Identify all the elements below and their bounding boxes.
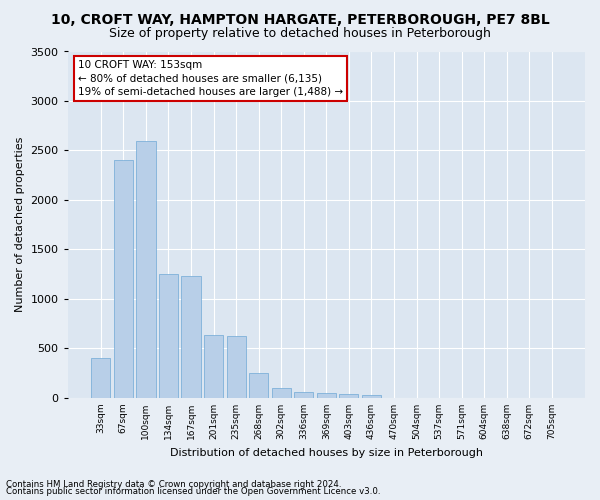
Bar bbox=[204, 334, 223, 398]
Bar bbox=[181, 276, 200, 398]
Bar bbox=[136, 140, 155, 398]
X-axis label: Distribution of detached houses by size in Peterborough: Distribution of detached houses by size … bbox=[170, 448, 483, 458]
Text: Size of property relative to detached houses in Peterborough: Size of property relative to detached ho… bbox=[109, 28, 491, 40]
Text: 10 CROFT WAY: 153sqm
← 80% of detached houses are smaller (6,135)
19% of semi-de: 10 CROFT WAY: 153sqm ← 80% of detached h… bbox=[78, 60, 343, 96]
Bar bbox=[227, 336, 246, 398]
Bar bbox=[159, 274, 178, 398]
Text: Contains public sector information licensed under the Open Government Licence v3: Contains public sector information licen… bbox=[6, 487, 380, 496]
Bar bbox=[272, 388, 291, 398]
Bar bbox=[317, 393, 336, 398]
Y-axis label: Number of detached properties: Number of detached properties bbox=[15, 137, 25, 312]
Bar bbox=[114, 160, 133, 398]
Text: Contains HM Land Registry data © Crown copyright and database right 2024.: Contains HM Land Registry data © Crown c… bbox=[6, 480, 341, 489]
Bar bbox=[294, 392, 313, 398]
Text: 10, CROFT WAY, HAMPTON HARGATE, PETERBOROUGH, PE7 8BL: 10, CROFT WAY, HAMPTON HARGATE, PETERBOR… bbox=[50, 12, 550, 26]
Bar bbox=[362, 395, 381, 398]
Bar bbox=[340, 394, 358, 398]
Bar bbox=[91, 358, 110, 398]
Bar bbox=[249, 372, 268, 398]
